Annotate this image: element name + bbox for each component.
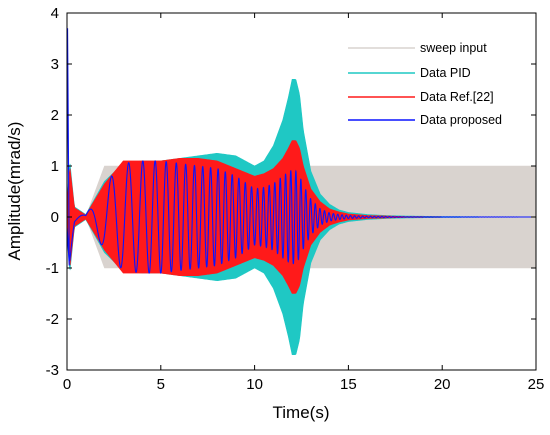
y-tick-label: 2	[51, 107, 59, 124]
plot-area	[66, 12, 537, 371]
x-tick-label: 15	[340, 376, 357, 393]
series-layer	[67, 28, 536, 355]
legend-label-sweep-input: sweep input	[420, 41, 487, 55]
x-tick-label: 5	[157, 376, 165, 393]
y-tick-label: -1	[46, 260, 59, 277]
y-tick-label: -2	[46, 311, 59, 328]
legend-item-sweep-input: sweep input	[348, 41, 487, 55]
legend-label-data-ref: Data Ref.[22]	[420, 90, 494, 104]
x-tick-label: 20	[434, 376, 451, 393]
y-tick-label: 4	[51, 5, 59, 22]
plot-frame	[66, 12, 537, 371]
x-tick-label: 0	[63, 376, 71, 393]
y-tick-label: 3	[51, 56, 59, 73]
legend-label-data-pid: Data PID	[420, 66, 471, 80]
legend-label-data-proposed: Data proposed	[420, 113, 502, 127]
x-axis-title: Time(s)	[273, 403, 330, 422]
y-axis-title: Amplitude(mrad/s)	[5, 122, 24, 261]
x-tick-label: 25	[528, 376, 545, 393]
y-axis: -3 -2 -1 0 1 2 3 4	[46, 5, 536, 379]
legend-item-data-proposed: Data proposed	[348, 113, 502, 127]
series-data-proposed	[67, 28, 536, 274]
x-axis: 0 5 10 15 20 25	[63, 13, 545, 393]
y-tick-label: 1	[51, 158, 59, 175]
legend-item-data-ref: Data Ref.[22]	[348, 90, 494, 104]
y-tick-label: 0	[51, 209, 59, 226]
legend-item-data-pid: Data PID	[348, 66, 471, 80]
legend: sweep input Data PID Data Ref.[22] Data …	[348, 41, 502, 127]
x-tick-label: 10	[246, 376, 263, 393]
y-tick-label: -3	[46, 362, 59, 379]
